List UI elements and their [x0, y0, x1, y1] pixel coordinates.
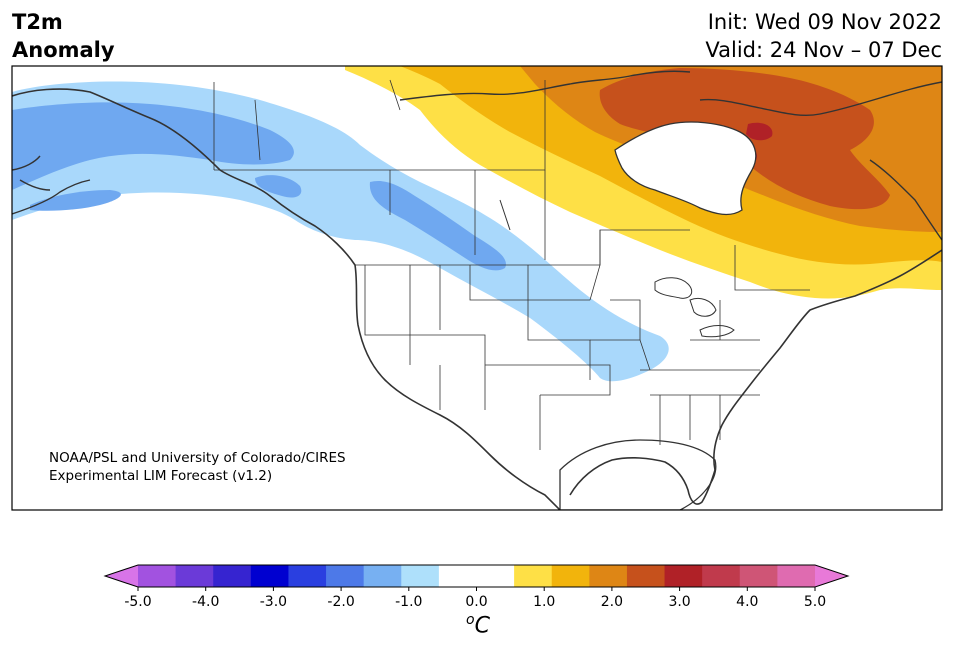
colorbar-segment: [288, 565, 327, 587]
anomaly-cold-rockies: [369, 180, 506, 271]
labrador-coast: [869, 159, 942, 241]
colorbar-tick-label: -4.0: [192, 594, 219, 610]
colorbar-tick-label: 0.0: [465, 594, 487, 610]
colorbar-tick-label: 2.0: [601, 594, 623, 610]
great-lakes: [654, 277, 735, 338]
colorbar-tick-label: -3.0: [260, 594, 287, 610]
colorbar-segment: [476, 565, 515, 587]
colorbar-extend-max: [815, 565, 848, 587]
colorbar-extend-min: [105, 565, 138, 587]
anomaly-cold-alaska: [12, 102, 294, 190]
credit-line-2: Experimental LIM Forecast (v1.2): [49, 468, 273, 484]
credit-text: NOAA/PSL and University of Colorado/CIRE…: [49, 449, 346, 485]
map-title: T2m Anomaly: [12, 8, 115, 64]
colorbar-segment: [438, 565, 477, 587]
colorbar-segment: [138, 565, 177, 587]
colorbar-segment: [326, 565, 365, 587]
title-line-type: Anomaly: [12, 38, 115, 62]
colorbar-segment: [664, 565, 703, 587]
florida: [569, 457, 716, 505]
gulf-of-mexico: [559, 439, 717, 510]
colorbar-segment: [626, 565, 666, 587]
anomaly-cold-alaska-south: [30, 190, 121, 211]
colorbar-segment: [589, 565, 628, 587]
colorbar-tick-label: 3.0: [668, 594, 690, 610]
colorbar-segment: [551, 565, 590, 587]
colorbar-tick-label: -1.0: [395, 594, 422, 610]
political-borders: [213, 79, 810, 450]
anomaly-cold-bc: [255, 175, 302, 198]
colorbar-tick-label: -2.0: [327, 594, 354, 610]
map-panel: [11, 65, 943, 511]
colorbar-tick-label: 4.0: [736, 594, 758, 610]
date-info: Init: Wed 09 Nov 2022 Valid: 24 Nov – 07…: [705, 8, 942, 64]
colorbar-segment: [702, 565, 741, 587]
alaska-coast: [12, 155, 91, 215]
east-coastline: [713, 249, 942, 471]
colorbar-tick-label: 5.0: [804, 594, 826, 610]
colorbar-tick-label: -5.0: [124, 594, 151, 610]
colorbar-segment: [739, 565, 778, 587]
colorbar-unit-label: oC: [466, 612, 490, 639]
colorbar-segment: [777, 565, 816, 587]
colorbar: -5.0 -4.0 -3.0 -2.0 -1.0 0.0 1.0 2.0 3.0 4.0 5.0: [103, 564, 850, 610]
hudson-bay: [614, 121, 757, 216]
credit-line-1: NOAA/PSL and University of Colorado/CIRE…: [49, 450, 346, 466]
colorbar-segment: [514, 565, 553, 587]
map-frame: [11, 65, 943, 511]
west-coastline: [12, 88, 561, 510]
colorbar-segment: [401, 565, 440, 587]
colorbar-tick-label: 1.0: [533, 594, 555, 610]
arctic-coast: [399, 70, 942, 117]
colorbar-segment: [213, 565, 252, 587]
anomaly-cool-region: [12, 81, 669, 382]
title-line-variable: T2m: [12, 10, 63, 34]
anomaly-hot-5: [746, 122, 773, 141]
colorbar-segment: [250, 565, 289, 587]
lake-winnipeg: [499, 199, 511, 231]
valid-range: Valid: 24 Nov – 07 Dec: [705, 38, 942, 62]
colorbar-segment: [363, 565, 402, 587]
init-date: Init: Wed 09 Nov 2022: [707, 10, 942, 34]
colorbar-segment: [175, 565, 214, 587]
